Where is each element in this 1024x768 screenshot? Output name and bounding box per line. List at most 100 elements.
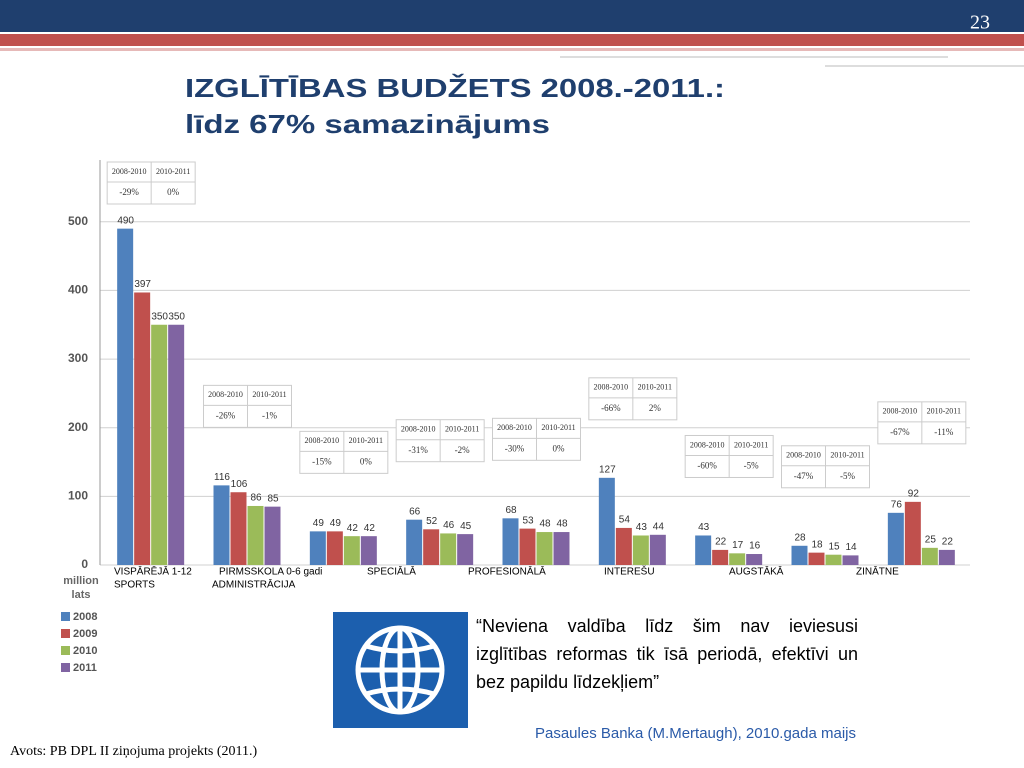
value-label: 53: [522, 515, 534, 526]
table-value: -2%: [455, 445, 470, 455]
table-header: 2010-2011: [252, 390, 286, 399]
legend-label: 2010: [73, 645, 97, 657]
value-label: 44: [653, 521, 665, 532]
table-value: -60%: [697, 461, 717, 471]
bar: [343, 536, 360, 565]
value-label: 350: [151, 311, 168, 322]
table-value: 0%: [167, 187, 180, 197]
value-label: 397: [134, 279, 151, 290]
table-header: 2008-2010: [593, 383, 628, 392]
value-label: 22: [942, 537, 954, 548]
footer: Avots: PB DPL II ziņojuma projekts (2011…: [10, 744, 258, 759]
table-value: 0%: [553, 443, 566, 453]
table-header: 2008-2010: [208, 390, 243, 399]
bar: [502, 518, 519, 565]
bar: [168, 324, 185, 565]
x-tick-label: PROFESIONĀLĀ: [468, 566, 546, 578]
x-tick-label: SPORTS: [114, 580, 155, 591]
table-header: 2008-2010: [882, 407, 917, 416]
x-tick-label: ADMINISTRĀCIJA: [212, 579, 296, 591]
legend-swatch: [61, 612, 70, 621]
bar: [247, 505, 264, 565]
bar: [423, 529, 440, 565]
table-header: 2010-2011: [349, 436, 383, 445]
table-value: -5%: [840, 471, 855, 481]
bar: [536, 532, 553, 565]
table-value: -47%: [794, 471, 814, 481]
value-label: 92: [908, 488, 920, 499]
value-label: 46: [443, 520, 455, 531]
bar: [264, 506, 281, 565]
table-value: -5%: [744, 461, 759, 471]
value-label: 86: [250, 493, 262, 504]
bar: [360, 536, 377, 565]
legend-label: 2008: [73, 611, 97, 623]
table-header: 2008-2010: [786, 451, 821, 460]
table-value: -30%: [505, 443, 525, 453]
table-value: -26%: [216, 410, 236, 420]
logo: [333, 612, 468, 728]
table-value: -15%: [312, 456, 332, 466]
legend-swatch: [61, 663, 70, 672]
bar: [134, 292, 151, 565]
bar: [921, 547, 938, 565]
table-header: 2010-2011: [156, 167, 190, 176]
table-header: 2008-2010: [304, 436, 339, 445]
quote: “Neviena valdība līdz šim nav ieviesusi …: [476, 616, 858, 692]
bar: [729, 553, 746, 565]
quote-source: Pasaules Banka (M.Mertaugh), 2010.gada m…: [535, 725, 856, 742]
table-header: 2008-2010: [497, 423, 532, 432]
value-label: 127: [599, 464, 616, 475]
y-tick-label: 100: [68, 489, 88, 503]
table-header: 2010-2011: [734, 440, 768, 449]
bar: [553, 532, 570, 565]
table-value: -67%: [890, 427, 910, 437]
bar: [938, 549, 955, 565]
value-label: 68: [505, 505, 517, 516]
bar: [615, 527, 632, 565]
bar: [230, 492, 247, 565]
value-label: 18: [811, 539, 823, 550]
bar: [808, 552, 825, 565]
bar: [326, 531, 343, 565]
table-value: -66%: [601, 403, 621, 413]
value-label: 42: [364, 523, 376, 534]
value-label: 22: [715, 537, 727, 548]
red-stripe: [0, 34, 1024, 46]
page-number: 23: [970, 12, 990, 34]
value-label: 43: [636, 522, 648, 533]
value-label: 45: [460, 521, 472, 532]
title: līdz 67% samazinājums: [185, 109, 550, 139]
bar: [791, 545, 808, 565]
y-tick-label: 200: [68, 420, 88, 434]
y-tick-label: 300: [68, 351, 88, 365]
bar: [598, 477, 615, 565]
value-label: 48: [556, 519, 568, 530]
bar: [406, 519, 423, 565]
value-label: 49: [313, 518, 325, 529]
bar: [746, 554, 763, 565]
value-label: 28: [794, 532, 806, 543]
value-label: 106: [231, 479, 248, 490]
table-header: 2008-2010: [112, 167, 147, 176]
bar: [440, 533, 457, 565]
x-tick-label: PIRMSSKOLA 0-6 gadi: [219, 567, 322, 578]
table-header: 2010-2011: [927, 407, 961, 416]
table-value: -1%: [262, 410, 277, 420]
y-tick-label: 500: [68, 214, 88, 228]
legend-label: 2009: [73, 628, 97, 640]
bar: [712, 549, 729, 565]
bar: [519, 528, 536, 565]
y-tick-label: 400: [68, 283, 88, 297]
bar: [649, 534, 666, 565]
legend-swatch: [61, 629, 70, 638]
x-tick-label: ZINĀTNE: [856, 566, 899, 578]
value-label: 14: [845, 542, 857, 553]
y-axis-label: million lats: [63, 575, 99, 601]
value-label: 76: [891, 499, 903, 510]
x-tick-label: VISPĀRĒJĀ 1-12: [114, 566, 192, 578]
value-label: 49: [330, 518, 342, 529]
x-tick-label: AUGSTĀKĀ: [729, 566, 784, 578]
